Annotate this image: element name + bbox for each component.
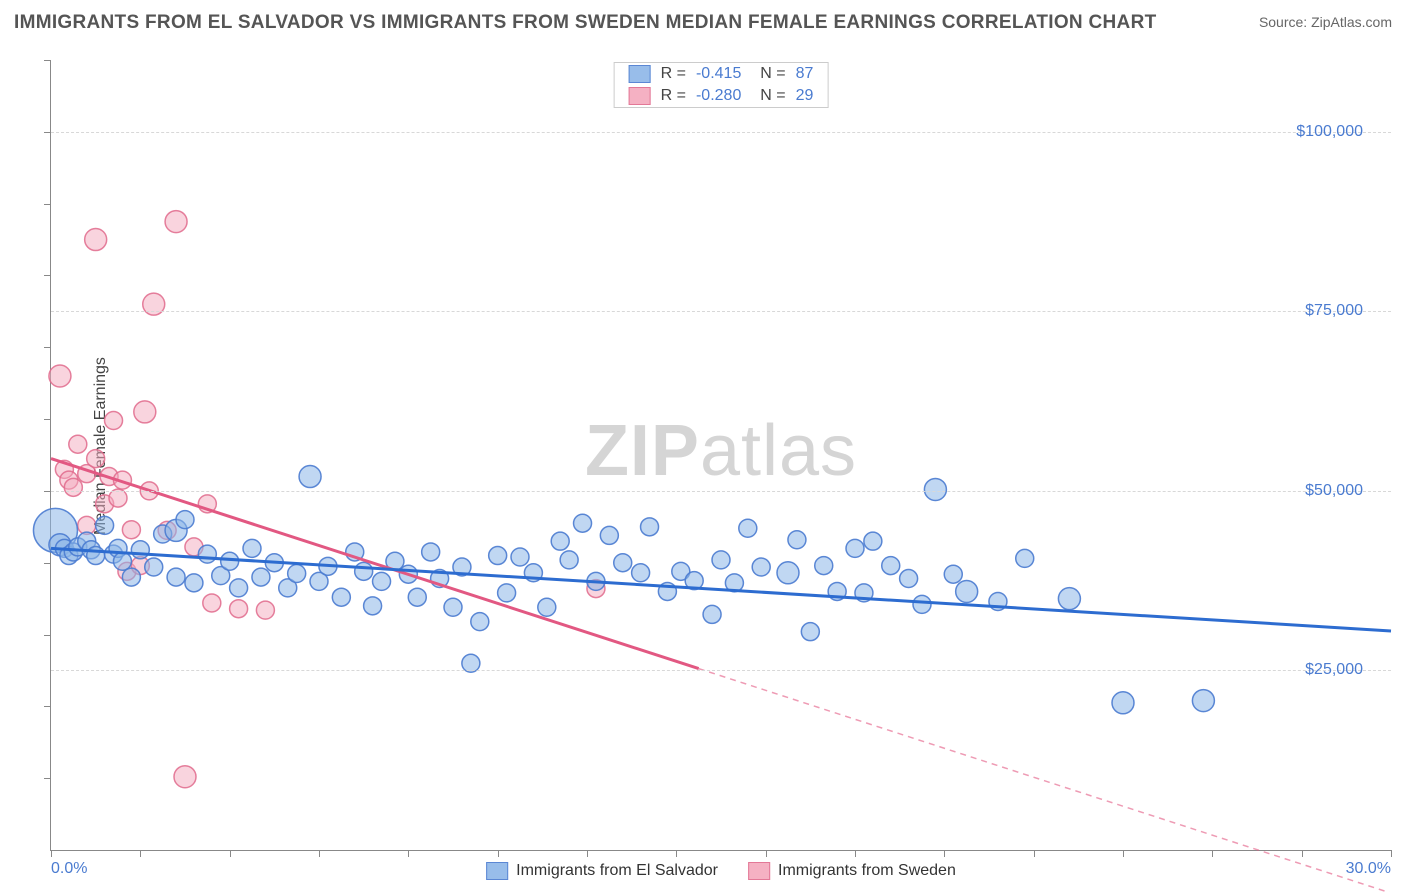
data-point-a [864,532,882,550]
data-point-a [131,541,149,559]
data-point-a [373,572,391,590]
data-point-a [408,588,426,606]
legend-item-b: Immigrants from Sweden [748,862,956,880]
data-point-a [913,595,931,613]
bottom-legend: Immigrants from El Salvador Immigrants f… [486,862,956,880]
data-point-a [801,623,819,641]
data-point-a [538,598,556,616]
data-point-a [471,613,489,631]
y-tick-label: $100,000 [1296,123,1363,141]
data-point-a [355,562,373,580]
data-point-a [96,516,114,534]
y-tick-label: $75,000 [1305,302,1363,320]
trend-line-b-dashed [699,669,1391,892]
data-point-b [203,594,221,612]
data-point-b [49,365,71,387]
data-point-a [1112,692,1134,714]
data-point-a [777,562,799,584]
source-attribution: Source: ZipAtlas.com [1259,14,1392,30]
data-point-b [105,412,123,430]
data-point-a [614,554,632,572]
data-point-a [882,557,900,575]
x-tick-label-min: 0.0% [51,860,87,878]
data-point-a [185,574,203,592]
chart-container: IMMIGRANTS FROM EL SALVADOR VS IMMIGRANT… [0,0,1406,892]
data-point-a [221,552,239,570]
chart-svg [51,60,1391,850]
data-point-a [332,588,350,606]
data-point-a [198,545,216,563]
data-point-b [64,478,82,496]
data-point-a [944,565,962,583]
data-point-b [256,601,274,619]
data-point-b [122,521,140,539]
data-point-b [69,435,87,453]
data-point-a [422,543,440,561]
data-point-b [230,600,248,618]
data-point-a [167,568,185,586]
x-tick-label-max: 30.0% [1346,860,1391,878]
data-point-a [712,551,730,569]
chart-title: IMMIGRANTS FROM EL SALVADOR VS IMMIGRANT… [14,12,1157,34]
data-point-a [632,564,650,582]
data-point-a [956,580,978,602]
data-point-a [739,519,757,537]
plot-area: ZIPatlas R = -0.415 N = 87 R = -0.280 N … [50,60,1391,851]
data-point-a [551,532,569,550]
data-point-a [498,584,516,602]
data-point-a [574,514,592,532]
data-point-a [1192,690,1214,712]
legend-label-b: Immigrants from Sweden [778,862,956,880]
swatch-series-b [748,862,770,880]
data-point-a [230,579,248,597]
data-point-a [846,539,864,557]
data-point-b [174,766,196,788]
data-point-a [752,558,770,576]
data-point-a [924,478,946,500]
data-point-a [1016,549,1034,567]
legend-item-a: Immigrants from El Salvador [486,862,718,880]
data-point-a [703,605,721,623]
data-point-a [122,568,140,586]
data-point-a [489,547,507,565]
data-point-a [299,466,321,488]
data-point-b [134,401,156,423]
data-point-b [165,211,187,233]
data-point-a [560,551,578,569]
data-point-a [364,597,382,615]
data-point-a [600,526,618,544]
data-point-a [243,539,261,557]
data-point-a [511,548,529,566]
data-point-a [145,558,163,576]
data-point-a [252,568,270,586]
swatch-series-a [486,862,508,880]
data-point-a [788,531,806,549]
data-point-a [288,565,306,583]
legend-label-a: Immigrants from El Salvador [516,862,718,880]
data-point-a [444,598,462,616]
y-tick-label: $25,000 [1305,661,1363,679]
data-point-a [176,511,194,529]
data-point-b [87,450,105,468]
data-point-a [900,570,918,588]
data-point-a [641,518,659,536]
data-point-b [85,229,107,251]
y-tick-label: $50,000 [1305,482,1363,500]
data-point-a [113,552,131,570]
data-point-a [1058,588,1080,610]
data-point-a [815,557,833,575]
